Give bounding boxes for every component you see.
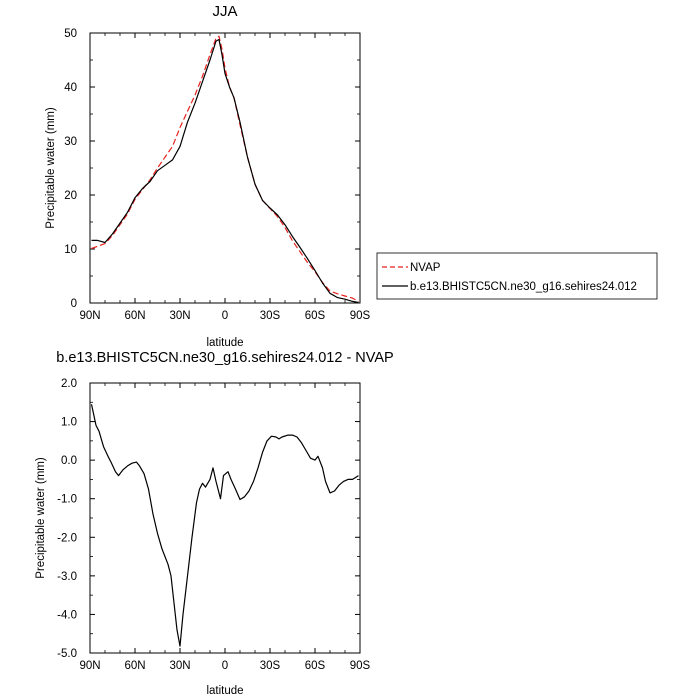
top-y-tick-label: 30 [64,136,77,148]
bottom-y-tick-label: -3.0 [57,571,77,583]
bottom-x-tick-label: 0 [222,660,228,672]
top-y-tick-label: 50 [64,28,77,40]
top-y-tick-label: 0 [71,298,77,310]
top-x-tick-label: 30S [260,310,281,322]
top-plot-area: 90N 60N 30N 0 30S 60S 90S 0 10 20 30 40 50 [64,28,370,322]
bottom-y-tick-label: 2.0 [61,378,77,390]
bottom-y-axis-label: Precipitable water (mm) [35,457,47,579]
top-series-line-model [91,38,359,304]
top-plot-frame [89,32,361,304]
bottom-plot-frame [89,382,361,654]
bottom-y-tick-label: -5.0 [57,648,77,660]
bottom-x-tick-label: 30N [169,660,190,672]
top-x-tick-label: 30N [169,310,190,322]
bottom-y-tick-label: -2.0 [57,532,77,544]
bottom-x-tick-label: 60N [124,660,145,672]
bottom-x-tick-label: 90S [350,660,371,672]
legend-label-nvap: NVAP [410,262,441,274]
top-x-tick-label: 90N [79,310,100,322]
top-x-tick-label: 60S [305,310,326,322]
top-x-tick-label: 90S [350,310,371,322]
bottom-x-axis-label: latitude [206,685,243,697]
top-x-axis-label: latitude [206,337,243,349]
bottom-x-tick-label: 30S [260,660,281,672]
top-y-tick-label: 10 [64,244,77,256]
top-x-tick-label: 0 [222,310,228,322]
legend-box [376,252,658,300]
bottom-chart-panel: b.e13.BHISTC5CN.ne30_g16.sehires24.012 -… [35,350,394,697]
top-series-line-nvap [91,35,359,302]
bottom-y-tick-label: 0.0 [61,455,77,467]
bottom-y-tick-label: -4.0 [57,609,77,621]
legend-label-model: b.e13.BHISTC5CN.ne30_g16.sehires24.012 [410,281,637,293]
bottom-y-tick-label: 1.0 [61,417,77,429]
bottom-y-tick-label: -1.0 [57,494,77,506]
top-chart-title: JJA [212,3,237,20]
top-y-tick-label: 20 [64,190,77,202]
bottom-x-tick-label: 60S [305,660,326,672]
top-chart-panel: JJA 90N 60N 30N 0 30S 60S 90S 0 10 20 30 40 50 Preci… [45,3,371,349]
bottom-plot-area: 90N 60N 30N 0 30S 60S 90S 2.0 1.0 0.0 -1.0 -2.0 -3.0… [57,378,370,672]
bottom-x-tick-label: 90N [79,660,100,672]
top-y-tick-label: 40 [64,82,77,94]
top-y-axis-label: Precipitable water (mm) [45,107,57,229]
top-x-tick-label: 60N [124,310,145,322]
bottom-series-line-difference [90,404,359,647]
bottom-chart-title: b.e13.BHISTC5CN.ne30_g16.sehires24.012 -… [56,350,393,366]
legend: NVAP b.e13.BHISTC5CN.ne30_g16.sehires24.… [376,252,658,300]
